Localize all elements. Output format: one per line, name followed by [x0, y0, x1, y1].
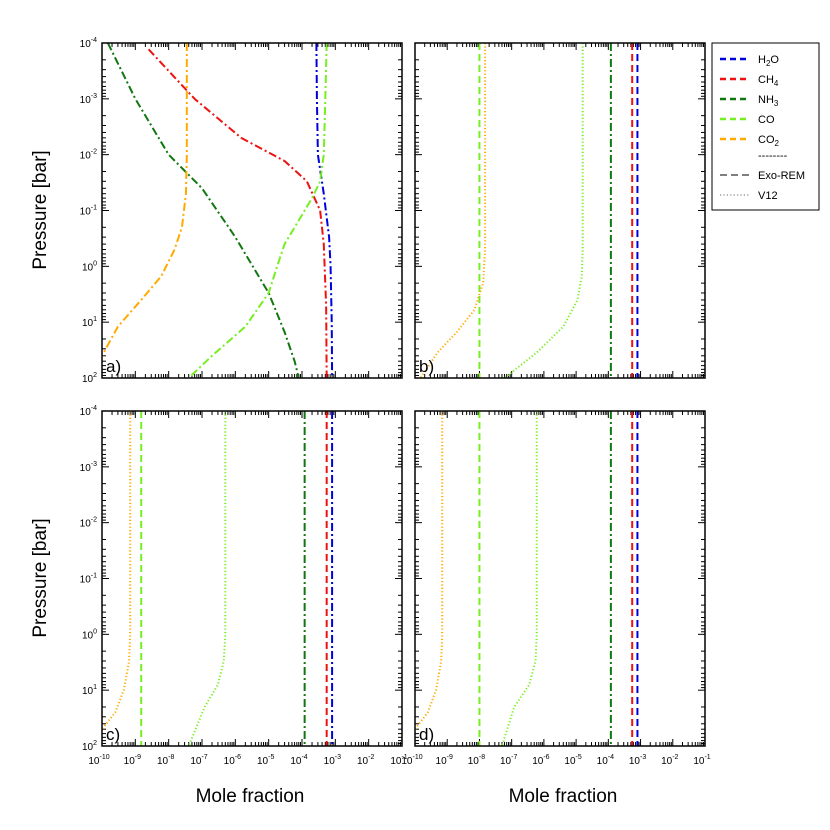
x-tick-label: 10-5: [564, 754, 581, 767]
x-tick-label: 10-9: [436, 754, 453, 767]
legend: H2O CH4 NH3 CO CO2 -------- Exo-REM V12: [711, 42, 820, 211]
y-tick-label: 10-1: [80, 205, 97, 218]
panel-series: [102, 43, 334, 378]
legend-model-label: V12: [758, 190, 778, 202]
y-tick-label: 101: [82, 684, 97, 697]
panel-label: b): [419, 357, 434, 376]
panel-frame: [414, 42, 706, 379]
x-axis-title-right: Mole fraction: [509, 786, 618, 807]
series-co2-exorem: [102, 43, 188, 357]
x-tick-label: 10-6: [224, 754, 241, 767]
panel-ticks: [414, 42, 705, 378]
series-co-v12: [503, 43, 584, 378]
x-tick-label: 10-4: [290, 754, 307, 767]
y-tick-label: 10-1: [80, 573, 97, 586]
x-tick-label: 10-5: [257, 754, 274, 767]
y-tick-label: 10-3: [80, 461, 97, 474]
panel-frame: [414, 410, 706, 747]
x-tick-label: 10-1: [693, 754, 710, 767]
series-co2-v12: [102, 411, 132, 730]
x-tick-label: 10-4: [597, 754, 614, 767]
panel-series: [419, 43, 639, 378]
y-tick-label: 100: [82, 628, 97, 641]
panel-ticks: [101, 410, 402, 746]
x-tick-label: 10-6: [532, 754, 549, 767]
x-tick-label: 10-3: [324, 754, 341, 767]
panel-d: d) 10-10 10-9 10-8 10-7 10-6 10-5 10-4 10-3 10-2 1…: [401, 410, 711, 767]
legend-label: NH3: [758, 94, 779, 108]
y-tick-label: 10-3: [80, 93, 97, 106]
legend-label: H2O: [758, 54, 779, 68]
y-axis-title-top: Pressure [bar]: [30, 150, 51, 269]
y-tick-label: 10-2: [80, 149, 97, 162]
legend-label: CO: [758, 114, 775, 126]
x-tick-label: 10-2: [661, 754, 678, 767]
series-co-exorem: [188, 43, 328, 378]
panel-frame: [101, 410, 403, 747]
series-ch4-exorem: [147, 48, 328, 378]
y-tick-label: 102: [82, 740, 97, 753]
x-tick-label: 10-1: [390, 754, 407, 767]
y-tick-label: 101: [82, 316, 97, 329]
x-tick-label: 10-10: [88, 754, 109, 767]
x-tick-label: 10-7: [190, 754, 207, 767]
series-co-v12: [187, 411, 227, 746]
series-co2-v12: [415, 411, 444, 730]
y-tick-label: 102: [82, 372, 97, 385]
x-axis-title-left: Mole fraction: [196, 786, 305, 807]
legend-box: [711, 42, 820, 211]
series-nh3-exorem: [106, 43, 300, 378]
series-h2o-exorem: [315, 43, 334, 378]
y-tick-label: 10-4: [80, 405, 97, 418]
panel-ticks: [101, 42, 402, 378]
x-tick-label: 10-8: [468, 754, 485, 767]
panel-label: c): [106, 725, 120, 744]
x-tick-label: 10-2: [357, 754, 374, 767]
x-tick-label: 10-7: [500, 754, 517, 767]
panel-b: b): [414, 42, 706, 379]
x-tick-label: 10-3: [629, 754, 646, 767]
x-tick-label: 10-9: [124, 754, 141, 767]
series-co-v12: [501, 411, 538, 746]
panel-series: [415, 411, 639, 746]
x-tick-label: 10-10: [401, 754, 422, 767]
legend-label: CO2: [758, 134, 780, 148]
y-tick-label: 10-4: [80, 37, 97, 50]
y-tick-label: 100: [82, 260, 97, 273]
panel-ticks: [414, 410, 705, 746]
y-axis-title-bottom: Pressure [bar]: [30, 518, 51, 637]
series-co2-v12: [419, 43, 487, 378]
panel-series: [102, 411, 334, 746]
legend-model-label: Exo-REM: [758, 170, 805, 182]
legend-separator: --------: [758, 150, 788, 162]
y-tick-label: 10-2: [80, 517, 97, 530]
panel-frame: [101, 42, 403, 379]
panel-label: a): [106, 357, 121, 376]
panel-label: d): [419, 725, 434, 744]
panel-a: a) 10-4 10-3 10-2 10-1 100 101 102: [80, 37, 403, 385]
panels-group: a) 10-4 10-3 10-2 10-1 100 101 102 b) c) 10-4 10-3 1…: [80, 37, 711, 767]
x-tick-label: 10-8: [157, 754, 174, 767]
legend-label: CH4: [758, 74, 779, 88]
